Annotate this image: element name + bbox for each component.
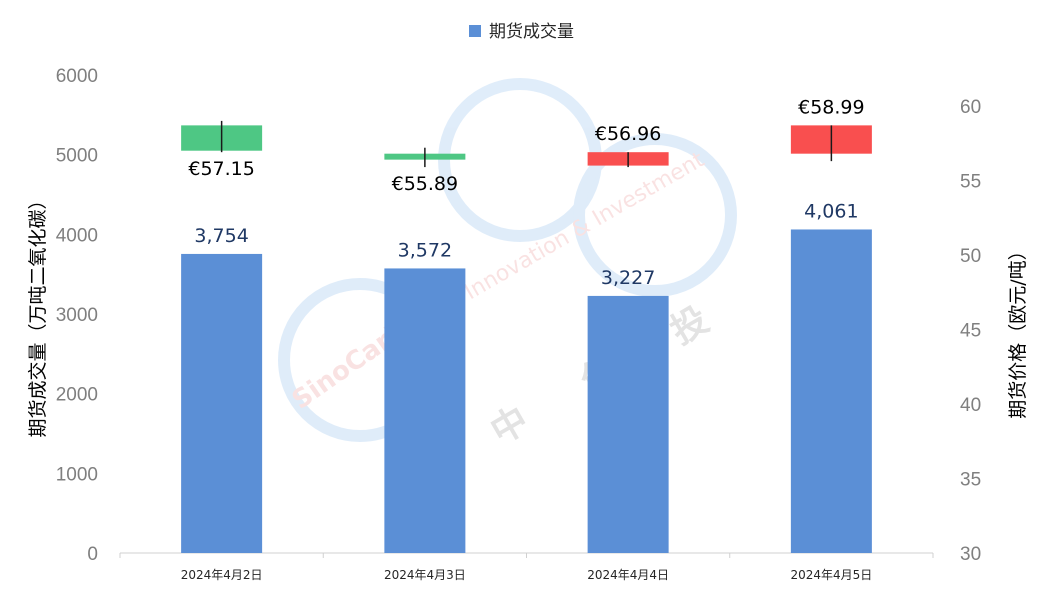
legend-label-volume: 期货成交量 xyxy=(489,22,574,42)
y-right-tick-label: 35 xyxy=(960,470,981,491)
x-category-label: 2024年4月2日 xyxy=(181,568,263,582)
y-left-tick-label: 5000 xyxy=(56,146,98,167)
y-right-tick-label: 30 xyxy=(960,544,981,565)
price-value-label: €56.96 xyxy=(595,123,661,145)
volume-value-label: 3,572 xyxy=(398,239,452,261)
y-left-tick-label: 6000 xyxy=(56,66,98,87)
x-category-label: 2024年4月5日 xyxy=(790,568,872,582)
watermark-tagline-text: Innovation & Investment xyxy=(461,147,710,305)
y-right-tick-label: 50 xyxy=(960,246,981,267)
legend-swatch-volume xyxy=(469,25,481,37)
candles: €57.15 €55.89 €56.96 €58.99 xyxy=(181,96,872,195)
x-axis-categories: 2024年4月2日 2024年4月3日 2024年4月4日 2024年4月5日 xyxy=(119,553,934,582)
y-right-tick-label: 60 xyxy=(960,97,981,118)
y-left-tick-label: 2000 xyxy=(56,385,98,406)
y-axis-left-ticks: 0 1000 2000 3000 4000 5000 6000 xyxy=(56,66,98,565)
x-category-label: 2024年4月4日 xyxy=(587,568,669,582)
volume-value-label: 4,061 xyxy=(804,200,858,222)
watermark-cn-3: 投 xyxy=(664,299,716,353)
y-axis-right-ticks: 30 35 40 45 50 55 60 xyxy=(960,97,981,565)
x-category-label: 2024年4月3日 xyxy=(384,568,466,582)
price-value-label: €58.99 xyxy=(798,96,864,118)
volume-value-label: 3,754 xyxy=(194,225,248,247)
y-left-tick-label: 0 xyxy=(87,544,98,565)
y-left-tick-label: 1000 xyxy=(56,464,98,485)
y-axis-left-title: 期货成交量（万吨二氧化碳） xyxy=(27,190,49,437)
y-axis-right-title: 期货价格（欧元/吨） xyxy=(1007,241,1029,418)
volume-bar xyxy=(384,268,466,553)
legend: 期货成交量 xyxy=(469,22,574,42)
volume-value-label: 3,227 xyxy=(601,267,655,289)
y-right-tick-label: 40 xyxy=(960,395,981,416)
bars: 3,754 3,572 3,227 4,061 xyxy=(181,200,872,553)
volume-bar xyxy=(587,295,669,553)
price-value-label: €57.15 xyxy=(188,158,254,180)
y-right-tick-label: 55 xyxy=(960,172,981,193)
y-left-tick-label: 4000 xyxy=(56,225,98,246)
y-left-tick-label: 3000 xyxy=(56,305,98,326)
volume-bar xyxy=(790,229,872,553)
volume-bar xyxy=(181,253,263,553)
price-value-label: €55.89 xyxy=(392,173,458,195)
watermark-cn-1: 中 xyxy=(484,399,536,453)
y-right-tick-label: 45 xyxy=(960,321,981,342)
